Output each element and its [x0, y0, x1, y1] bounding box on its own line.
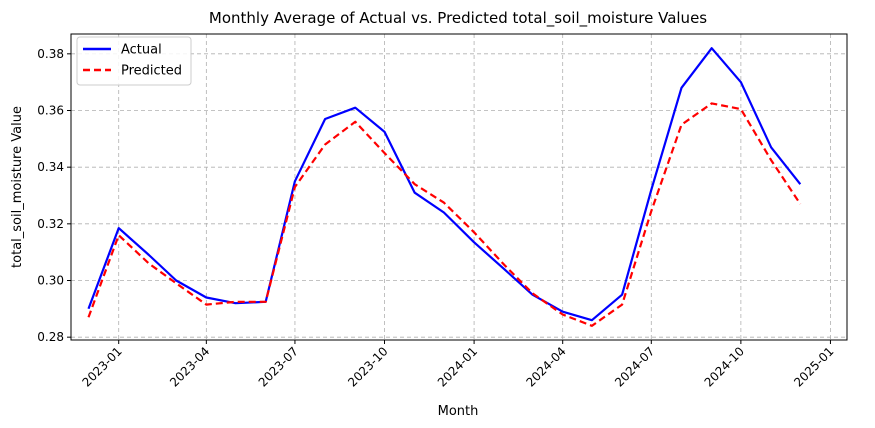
x-tick-label: 2023-10	[345, 344, 390, 389]
grid	[71, 34, 847, 340]
x-axis: 2023-01 2023-04 2023-07 2023-10 2024-01 2024-…	[79, 340, 837, 390]
series-layer	[87, 47, 802, 327]
x-tick-label: 2023-04	[167, 344, 212, 389]
legend: Actual Predicted	[76, 36, 192, 86]
x-tick-label: 2023-07	[256, 344, 301, 389]
y-tick-label: 0.32	[37, 217, 64, 231]
series-line-actual	[87, 47, 802, 322]
x-axis-title: Month	[438, 404, 479, 419]
legend-predicted-label: Predicted	[121, 64, 182, 79]
x-tick-label: 2024-07	[612, 344, 657, 389]
chart-title: Monthly Average of Actual vs. Predicted …	[209, 9, 707, 28]
plot-frame	[70, 33, 848, 341]
x-tick-label: 2025-01	[791, 344, 836, 389]
y-axis-title: total_soil_moisture Value	[10, 106, 25, 268]
y-tick-label: 0.28	[37, 330, 64, 344]
series-line-predicted	[87, 102, 802, 327]
y-tick-label: 0.30	[37, 274, 64, 288]
legend-actual-label: Actual	[121, 43, 162, 58]
x-tick-label: 2023-01	[79, 344, 124, 389]
y-tick-label: 0.36	[37, 104, 64, 118]
x-tick-label: 2024-01	[435, 344, 480, 389]
x-tick-label: 2024-04	[523, 344, 568, 389]
y-axis: 0.28 0.30 0.32 0.34 0.36 0.38	[37, 47, 71, 344]
x-tick-label: 2024-10	[702, 344, 747, 389]
y-tick-label: 0.34	[37, 160, 64, 174]
y-tick-label: 0.38	[37, 47, 64, 61]
